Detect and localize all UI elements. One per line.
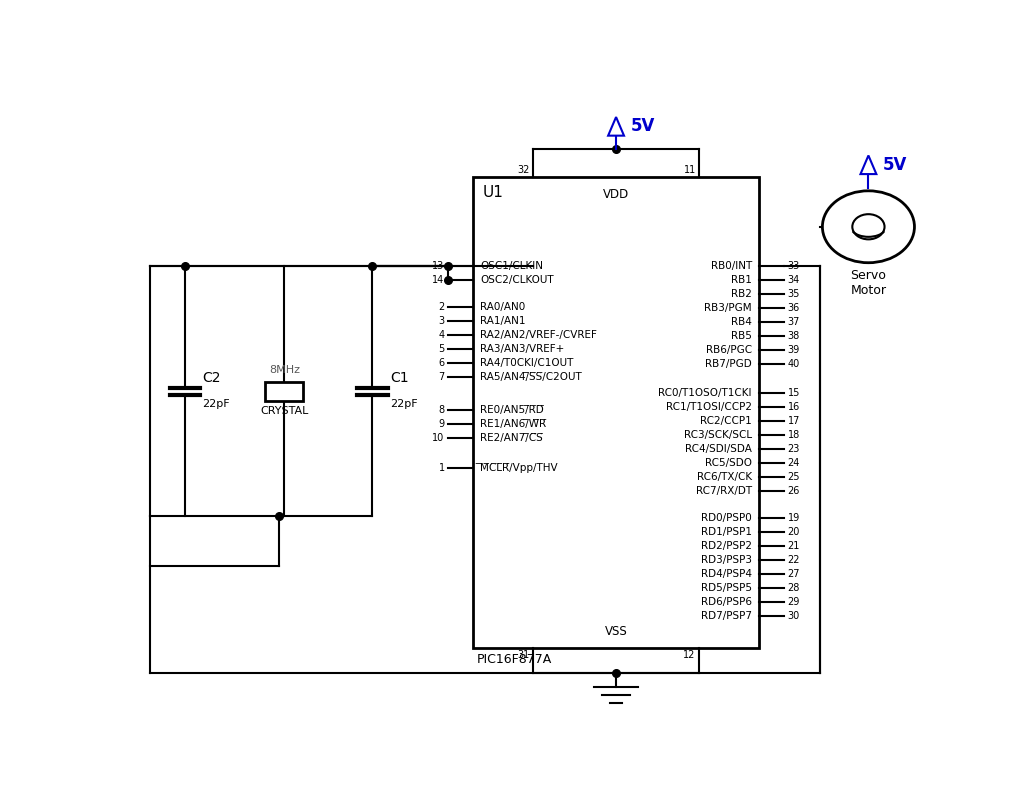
Text: 30: 30 xyxy=(787,611,800,621)
Text: RA3/AN3/VREF+: RA3/AN3/VREF+ xyxy=(480,344,564,354)
Text: 20: 20 xyxy=(787,527,800,537)
Text: U1: U1 xyxy=(482,185,504,200)
Text: RC2/CCP1: RC2/CCP1 xyxy=(700,416,752,426)
Text: 24: 24 xyxy=(787,458,800,468)
Text: RC7/RX/DT: RC7/RX/DT xyxy=(695,486,752,496)
Text: 9: 9 xyxy=(438,419,444,429)
Polygon shape xyxy=(608,117,624,136)
Text: 17: 17 xyxy=(787,416,800,426)
Text: RC0/T1OSO/T1CKI: RC0/T1OSO/T1CKI xyxy=(658,388,752,398)
Text: RC3/SCK/SCL: RC3/SCK/SCL xyxy=(684,430,752,440)
Text: C1: C1 xyxy=(390,371,409,385)
Text: OSC1/CLKIN: OSC1/CLKIN xyxy=(480,262,544,271)
Bar xyxy=(265,382,303,401)
Text: 11: 11 xyxy=(683,165,695,175)
Text: 2: 2 xyxy=(438,302,444,312)
Text: C2: C2 xyxy=(203,371,221,385)
Text: 3: 3 xyxy=(438,316,444,326)
Text: 40: 40 xyxy=(787,359,800,369)
Text: 22pF: 22pF xyxy=(390,398,418,409)
Text: RD2/PSP2: RD2/PSP2 xyxy=(700,541,752,551)
Text: 34: 34 xyxy=(787,275,800,285)
Text: 38: 38 xyxy=(787,332,800,341)
Text: 8MHz: 8MHz xyxy=(269,365,300,374)
Text: RD0/PSP0: RD0/PSP0 xyxy=(701,514,752,523)
Text: RA5/AN4/̅S̅S̅/C2OUT: RA5/AN4/̅S̅S̅/C2OUT xyxy=(480,372,582,382)
Text: 8: 8 xyxy=(438,405,444,415)
Text: 21: 21 xyxy=(787,541,800,551)
Text: RC6/TX/CK: RC6/TX/CK xyxy=(696,472,752,482)
Text: RB3/PGM: RB3/PGM xyxy=(705,303,752,313)
Text: RD3/PSP3: RD3/PSP3 xyxy=(700,555,752,565)
Text: RA4/T0CKI/C1OUT: RA4/T0CKI/C1OUT xyxy=(480,358,573,368)
Text: VSS: VSS xyxy=(605,625,628,638)
Text: RA2/AN2/VREF-/CVREF: RA2/AN2/VREF-/CVREF xyxy=(480,330,597,340)
Text: RC5/SDO: RC5/SDO xyxy=(705,458,752,468)
Text: ̅M̅C̅L̅R̅/Vpp/THV: ̅M̅C̅L̅R̅/Vpp/THV xyxy=(480,463,558,473)
Text: 1: 1 xyxy=(438,463,444,473)
Polygon shape xyxy=(860,155,877,174)
Text: RA1/AN1: RA1/AN1 xyxy=(480,316,526,326)
Text: 36: 36 xyxy=(787,303,800,313)
Text: RB0/INT: RB0/INT xyxy=(711,262,752,271)
Text: 35: 35 xyxy=(787,289,800,299)
Text: Servo
Motor: Servo Motor xyxy=(850,269,887,297)
Text: 28: 28 xyxy=(787,583,800,593)
Text: RB4: RB4 xyxy=(731,317,752,328)
Text: VDD: VDD xyxy=(603,188,629,201)
Text: RD4/PSP4: RD4/PSP4 xyxy=(700,569,752,579)
Text: 27: 27 xyxy=(787,569,800,579)
Text: 5V: 5V xyxy=(631,118,654,135)
Text: 37: 37 xyxy=(787,317,800,328)
Text: RD7/PSP7: RD7/PSP7 xyxy=(700,611,752,621)
Text: 18: 18 xyxy=(787,430,800,440)
Text: 6: 6 xyxy=(438,358,444,368)
Bar xyxy=(473,177,759,648)
Text: RE0/AN5/̅R̅D̅: RE0/AN5/̅R̅D̅ xyxy=(480,405,544,415)
Text: RC4/SDI/SDA: RC4/SDI/SDA xyxy=(685,444,752,454)
Text: RC1/T1OSI/CCP2: RC1/T1OSI/CCP2 xyxy=(666,402,752,412)
Text: 10: 10 xyxy=(432,433,444,444)
Text: CRYSTAL: CRYSTAL xyxy=(260,406,308,415)
Text: 5: 5 xyxy=(438,344,444,354)
Text: 5V: 5V xyxy=(883,156,907,174)
Text: RE1/AN6/̅W̅R̅: RE1/AN6/̅W̅R̅ xyxy=(480,419,547,429)
Text: 15: 15 xyxy=(787,388,800,398)
Text: 25: 25 xyxy=(787,472,800,482)
Text: 32: 32 xyxy=(518,165,530,175)
Text: 39: 39 xyxy=(787,345,800,355)
Text: RB1: RB1 xyxy=(731,275,752,285)
Text: 16: 16 xyxy=(787,402,800,412)
Text: RB5: RB5 xyxy=(731,332,752,341)
Text: RE2/AN7/̅C̅S̅: RE2/AN7/̅C̅S̅ xyxy=(480,433,543,444)
Text: 33: 33 xyxy=(787,262,800,271)
Text: RB7/PGD: RB7/PGD xyxy=(705,359,752,369)
Text: 22pF: 22pF xyxy=(203,398,230,409)
Text: RD6/PSP6: RD6/PSP6 xyxy=(700,597,752,607)
Text: RB6/PGC: RB6/PGC xyxy=(706,345,752,355)
Text: RB2: RB2 xyxy=(731,289,752,299)
Text: 12: 12 xyxy=(683,650,695,660)
Text: RD1/PSP1: RD1/PSP1 xyxy=(700,527,752,537)
Text: OSC2/CLKOUT: OSC2/CLKOUT xyxy=(480,275,554,285)
Text: RA0/AN0: RA0/AN0 xyxy=(480,302,525,312)
Text: 13: 13 xyxy=(432,262,444,271)
Text: 23: 23 xyxy=(787,444,800,454)
Text: 19: 19 xyxy=(787,514,800,523)
Text: 7: 7 xyxy=(438,372,444,382)
Text: 29: 29 xyxy=(787,597,800,607)
Text: 26: 26 xyxy=(787,486,800,496)
Text: RD5/PSP5: RD5/PSP5 xyxy=(700,583,752,593)
Text: 22: 22 xyxy=(787,555,800,565)
Text: PIC16F877A: PIC16F877A xyxy=(477,653,552,666)
Text: 14: 14 xyxy=(432,275,444,285)
Text: 4: 4 xyxy=(438,330,444,340)
Text: 31: 31 xyxy=(518,650,530,660)
